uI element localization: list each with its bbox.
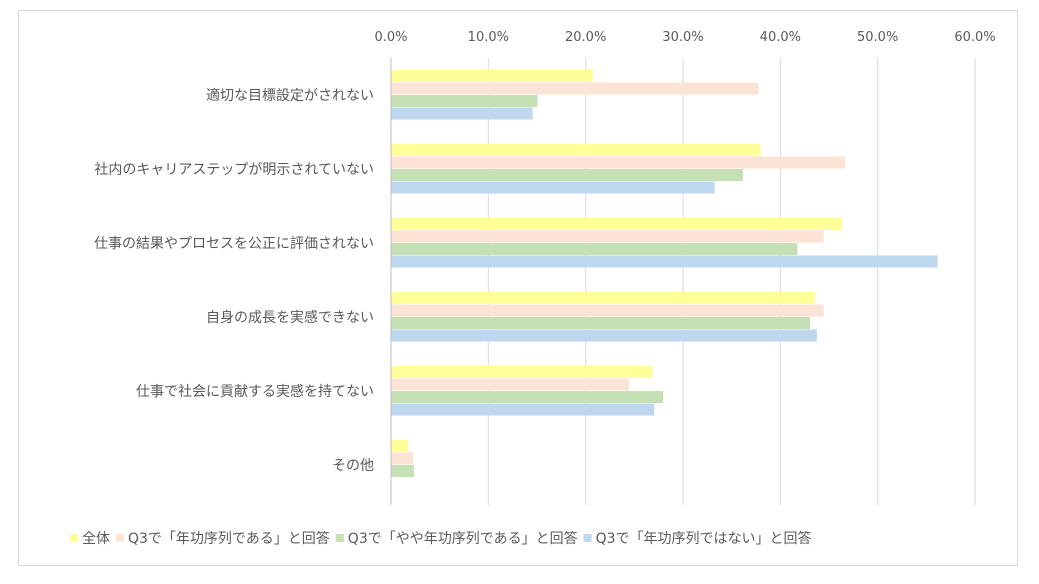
legend-label: 全体 xyxy=(82,530,110,547)
bar xyxy=(391,440,409,452)
x-tick-label: 20.0% xyxy=(565,30,606,45)
x-tick-label: 0.0% xyxy=(374,30,407,45)
bar xyxy=(391,218,843,230)
category-label: 社内のキャリアステップが明示されていない xyxy=(94,162,374,178)
category-label: 適切な目標設定がされない xyxy=(206,87,374,104)
gridlines xyxy=(390,58,976,505)
bars xyxy=(391,70,938,477)
legend-label: Q3で「年功序列ではない」と回答 xyxy=(596,530,812,547)
x-axis-ticks: 0.0% 10.0% 20.0% 30.0% 40.0% 50.0% 60.0% xyxy=(374,30,995,45)
legend-label: Q3で「やや年功序列である」と回答 xyxy=(348,530,578,547)
bar xyxy=(391,169,743,181)
bar xyxy=(391,465,414,477)
bar xyxy=(391,317,811,329)
bar xyxy=(391,304,824,317)
category-label: 自身の成長を実感できない xyxy=(206,309,374,326)
bar xyxy=(391,391,664,403)
x-tick-label: 10.0% xyxy=(468,30,509,45)
bar xyxy=(391,452,413,465)
bar xyxy=(391,70,593,82)
legend-swatch xyxy=(70,534,78,542)
legend: 全体 Q3で「年功序列である」と回答 Q3で「やや年功序列である」と回答 Q3で「年功… xyxy=(70,530,812,547)
category-label: 仕事で社会に貢献する実感を持てない xyxy=(136,383,374,400)
bar xyxy=(391,378,629,391)
bar xyxy=(391,230,824,243)
bar xyxy=(391,95,538,107)
bar xyxy=(391,243,798,255)
x-tick-label: 60.0% xyxy=(954,30,995,45)
category-labels: 適切な目標設定がされない社内のキャリアステップが明示されていない仕事の結果やプロ… xyxy=(94,87,374,474)
bar xyxy=(391,181,715,194)
x-tick-label: 40.0% xyxy=(760,30,801,45)
bar xyxy=(391,255,938,268)
bar xyxy=(391,403,655,416)
legend-swatch xyxy=(583,534,592,542)
category-label: 仕事の結果やプロセスを公正に評価されない xyxy=(94,236,374,252)
legend-label: Q3で「年功序列である」と回答 xyxy=(128,530,330,547)
bar xyxy=(391,156,846,169)
bar xyxy=(391,144,761,156)
bar xyxy=(391,329,817,342)
category-label: その他 xyxy=(332,458,374,474)
bar xyxy=(391,82,759,95)
legend-swatch xyxy=(116,534,124,542)
x-tick-label: 50.0% xyxy=(857,30,898,45)
bar xyxy=(391,292,815,304)
x-tick-label: 30.0% xyxy=(662,30,703,45)
bar xyxy=(391,107,533,120)
legend-swatch xyxy=(335,534,344,542)
bar xyxy=(391,366,653,378)
